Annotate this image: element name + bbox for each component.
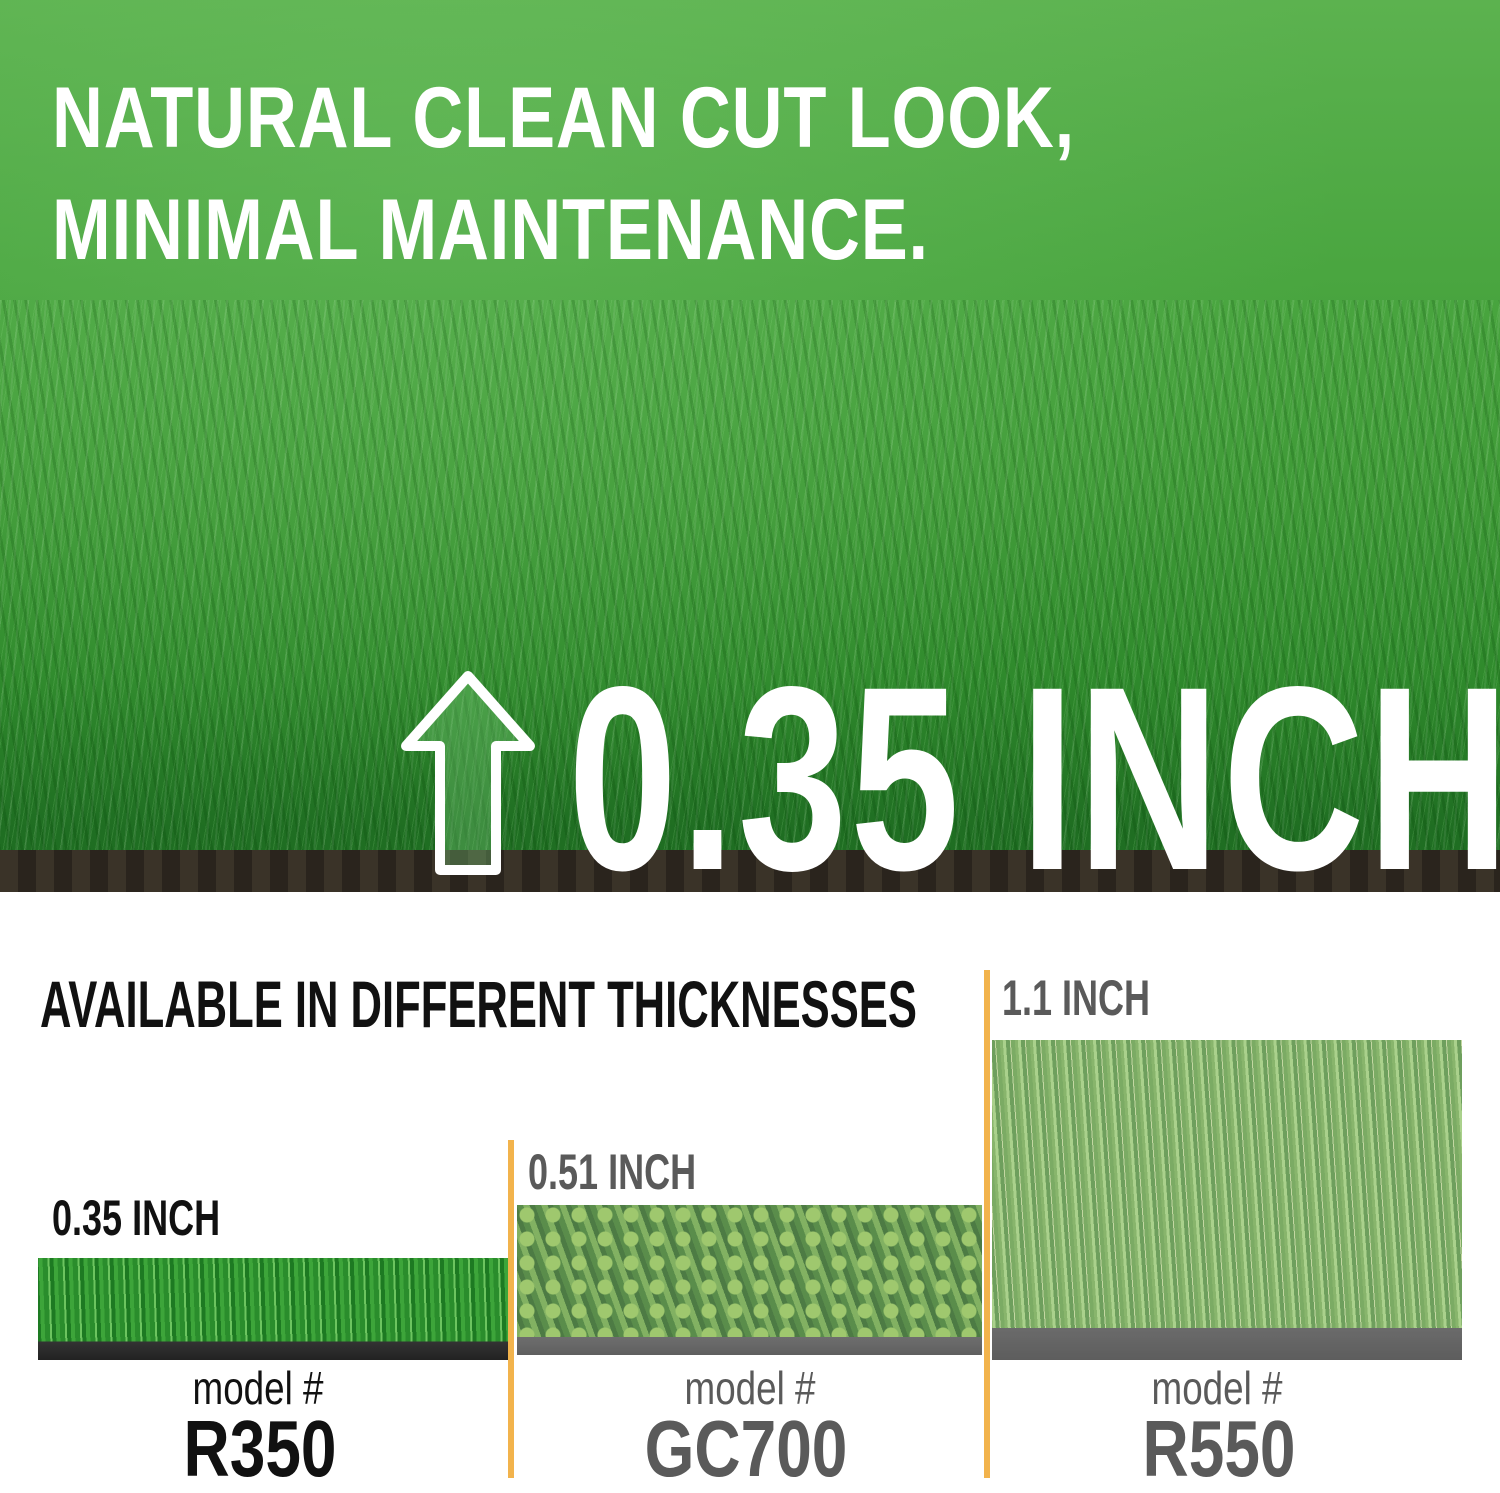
- headline-line-1: NATURAL CLEAN CUT LOOK,: [52, 70, 1076, 166]
- divider-line: [984, 970, 990, 1478]
- section-heading: AVAILABLE IN DIFFERENT THICKNESSES: [40, 967, 917, 1041]
- model-label: model #: [684, 1362, 816, 1414]
- grass-texture: [0, 300, 1500, 860]
- model-code: R550: [1142, 1404, 1296, 1493]
- divider-line: [508, 1140, 514, 1478]
- up-arrow-icon: [401, 671, 535, 875]
- divider: [0, 892, 1500, 902]
- model-label: model #: [192, 1362, 324, 1414]
- gc700-swatch-image: [517, 1205, 982, 1355]
- thickness-label: 0.51 INCH: [528, 1144, 697, 1200]
- model-label: model #: [1151, 1362, 1283, 1414]
- model-code: GC700: [644, 1404, 848, 1493]
- pile-height-label: 0.35 INCH: [568, 632, 1500, 925]
- thickness-label: 0.35 INCH: [52, 1190, 221, 1246]
- turf-backing: [0, 850, 1500, 892]
- headline-line-2: MINIMAL MAINTENANCE.: [52, 182, 929, 278]
- hero-grass-image: [0, 0, 1500, 900]
- r350-swatch-image: [38, 1258, 508, 1360]
- model-code: R350: [183, 1404, 337, 1493]
- r550-swatch-image: [992, 1040, 1462, 1360]
- thickness-label: 1.1 INCH: [1002, 970, 1151, 1026]
- hero-headline: NATURAL CLEAN CUT LOOK, MINIMAL MAINTENA…: [52, 62, 1075, 286]
